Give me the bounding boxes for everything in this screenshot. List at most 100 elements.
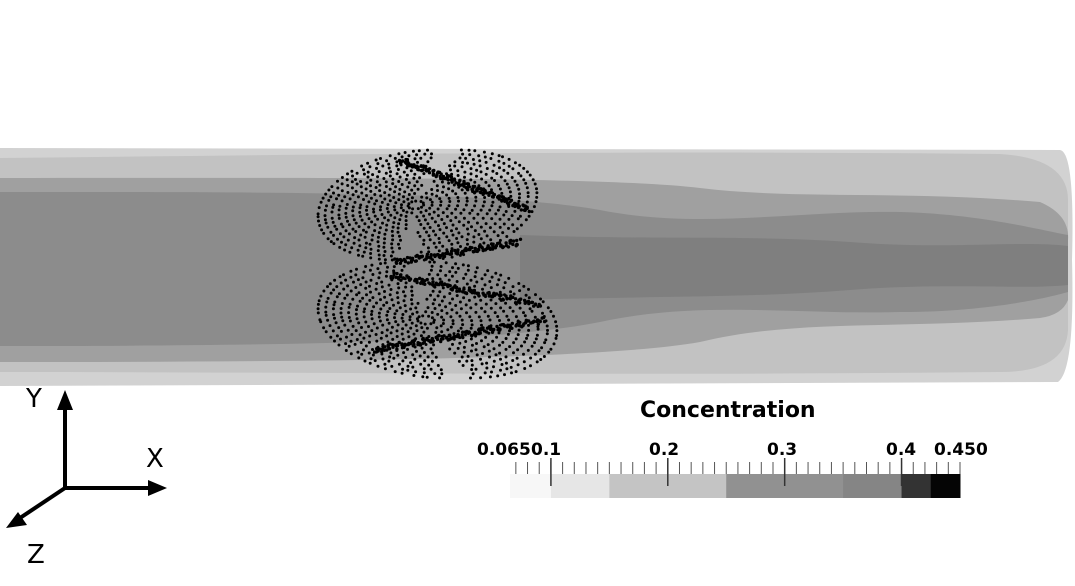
particle-dot [422,165,426,169]
particle-dot [481,192,485,197]
particle-dot [518,237,523,241]
particle-dot [469,376,472,380]
particle-dot [396,323,400,327]
particle-dot [383,216,387,220]
particle-dot [426,246,430,250]
particle-dot [440,218,444,221]
particle-dot [419,362,423,366]
particle-dot [395,164,399,168]
particle-dot [450,247,454,251]
particle-dot [434,253,438,257]
particle-dot [410,289,414,293]
particle-dot [431,173,435,177]
particle-dot [370,238,374,242]
particle-dot [380,213,384,216]
particle-dot [454,192,458,196]
particle-dot [355,308,358,312]
particle-dot [441,174,446,179]
particle-dot [449,315,453,319]
particle-dot [452,332,456,336]
particle-dot [514,315,518,319]
particle-dot [330,210,334,214]
particle-dot [500,191,504,195]
particle-dot [450,229,453,233]
particle-dot [441,286,445,290]
particle-dot [384,185,388,188]
particle-dot [455,289,459,293]
particle-dot [425,230,428,234]
particle-dot [466,268,470,272]
particle-dot [442,185,445,189]
particle-dot [448,200,452,203]
particle-dot [494,271,498,275]
particle-dot [404,285,408,289]
particle-dot [386,310,390,314]
particle-dot [508,345,512,349]
particle-dot [442,231,446,235]
particle-dot [337,343,341,347]
particle-dot [491,339,495,343]
particle-dot [466,161,469,165]
particle-dot [343,195,347,199]
particle-dot [404,219,408,223]
particle-dot [493,222,497,226]
particle-dot [530,344,534,348]
particle-dot [405,255,410,260]
particle-dot [518,289,522,293]
particle-dot [385,207,389,210]
particle-dot [401,276,406,280]
particle-dot [390,258,394,262]
particle-dot [429,268,433,272]
particle-dot [536,322,540,326]
particle-dot [389,331,393,335]
particle-dot [372,322,376,326]
particle-dot [354,329,358,333]
colorbar-band [550,474,610,498]
particle-dot [426,355,430,359]
particle-dot [456,196,460,199]
particle-dot [529,364,532,368]
particle-dot [448,301,452,305]
particle-dot [448,292,452,295]
particle-dot [368,165,372,169]
particle-dot [400,316,404,320]
particle-dot [418,354,422,358]
particle-dot [369,247,373,251]
particle-dot [469,326,473,330]
particle-dot [466,182,471,186]
particle-dot [359,233,363,237]
particle-dot [480,323,483,327]
particle-dot [463,191,467,195]
particle-dot [397,152,401,156]
particle-dot [454,262,458,266]
particle-dot [454,286,459,290]
particle-dot [484,335,488,339]
particle-dot [383,197,387,201]
particle-dot [392,356,396,360]
particle-dot [369,184,372,188]
particle-dot [398,218,402,222]
particle-dot [522,298,527,303]
particle-dot [517,199,521,203]
particle-dot [427,234,431,238]
particle-dot [419,156,423,160]
particle-dot [477,233,481,236]
particle-dot [356,195,360,199]
particle-dot [402,290,405,294]
particle-dot [439,269,442,273]
particle-dot [432,241,436,245]
particle-dot [504,337,508,340]
particle-dot [473,190,477,194]
particle-dot [460,333,464,337]
particle-dot [465,311,468,315]
particle-dot [527,323,530,327]
particle-dot [383,290,386,293]
particle-dot [403,294,407,298]
particle-dot [535,360,539,364]
particle-dot [462,208,466,212]
particle-dot [508,306,512,310]
particle-dot [391,177,395,181]
particle-dot [351,297,355,301]
particle-dot [360,218,364,222]
particle-dot [402,264,406,268]
